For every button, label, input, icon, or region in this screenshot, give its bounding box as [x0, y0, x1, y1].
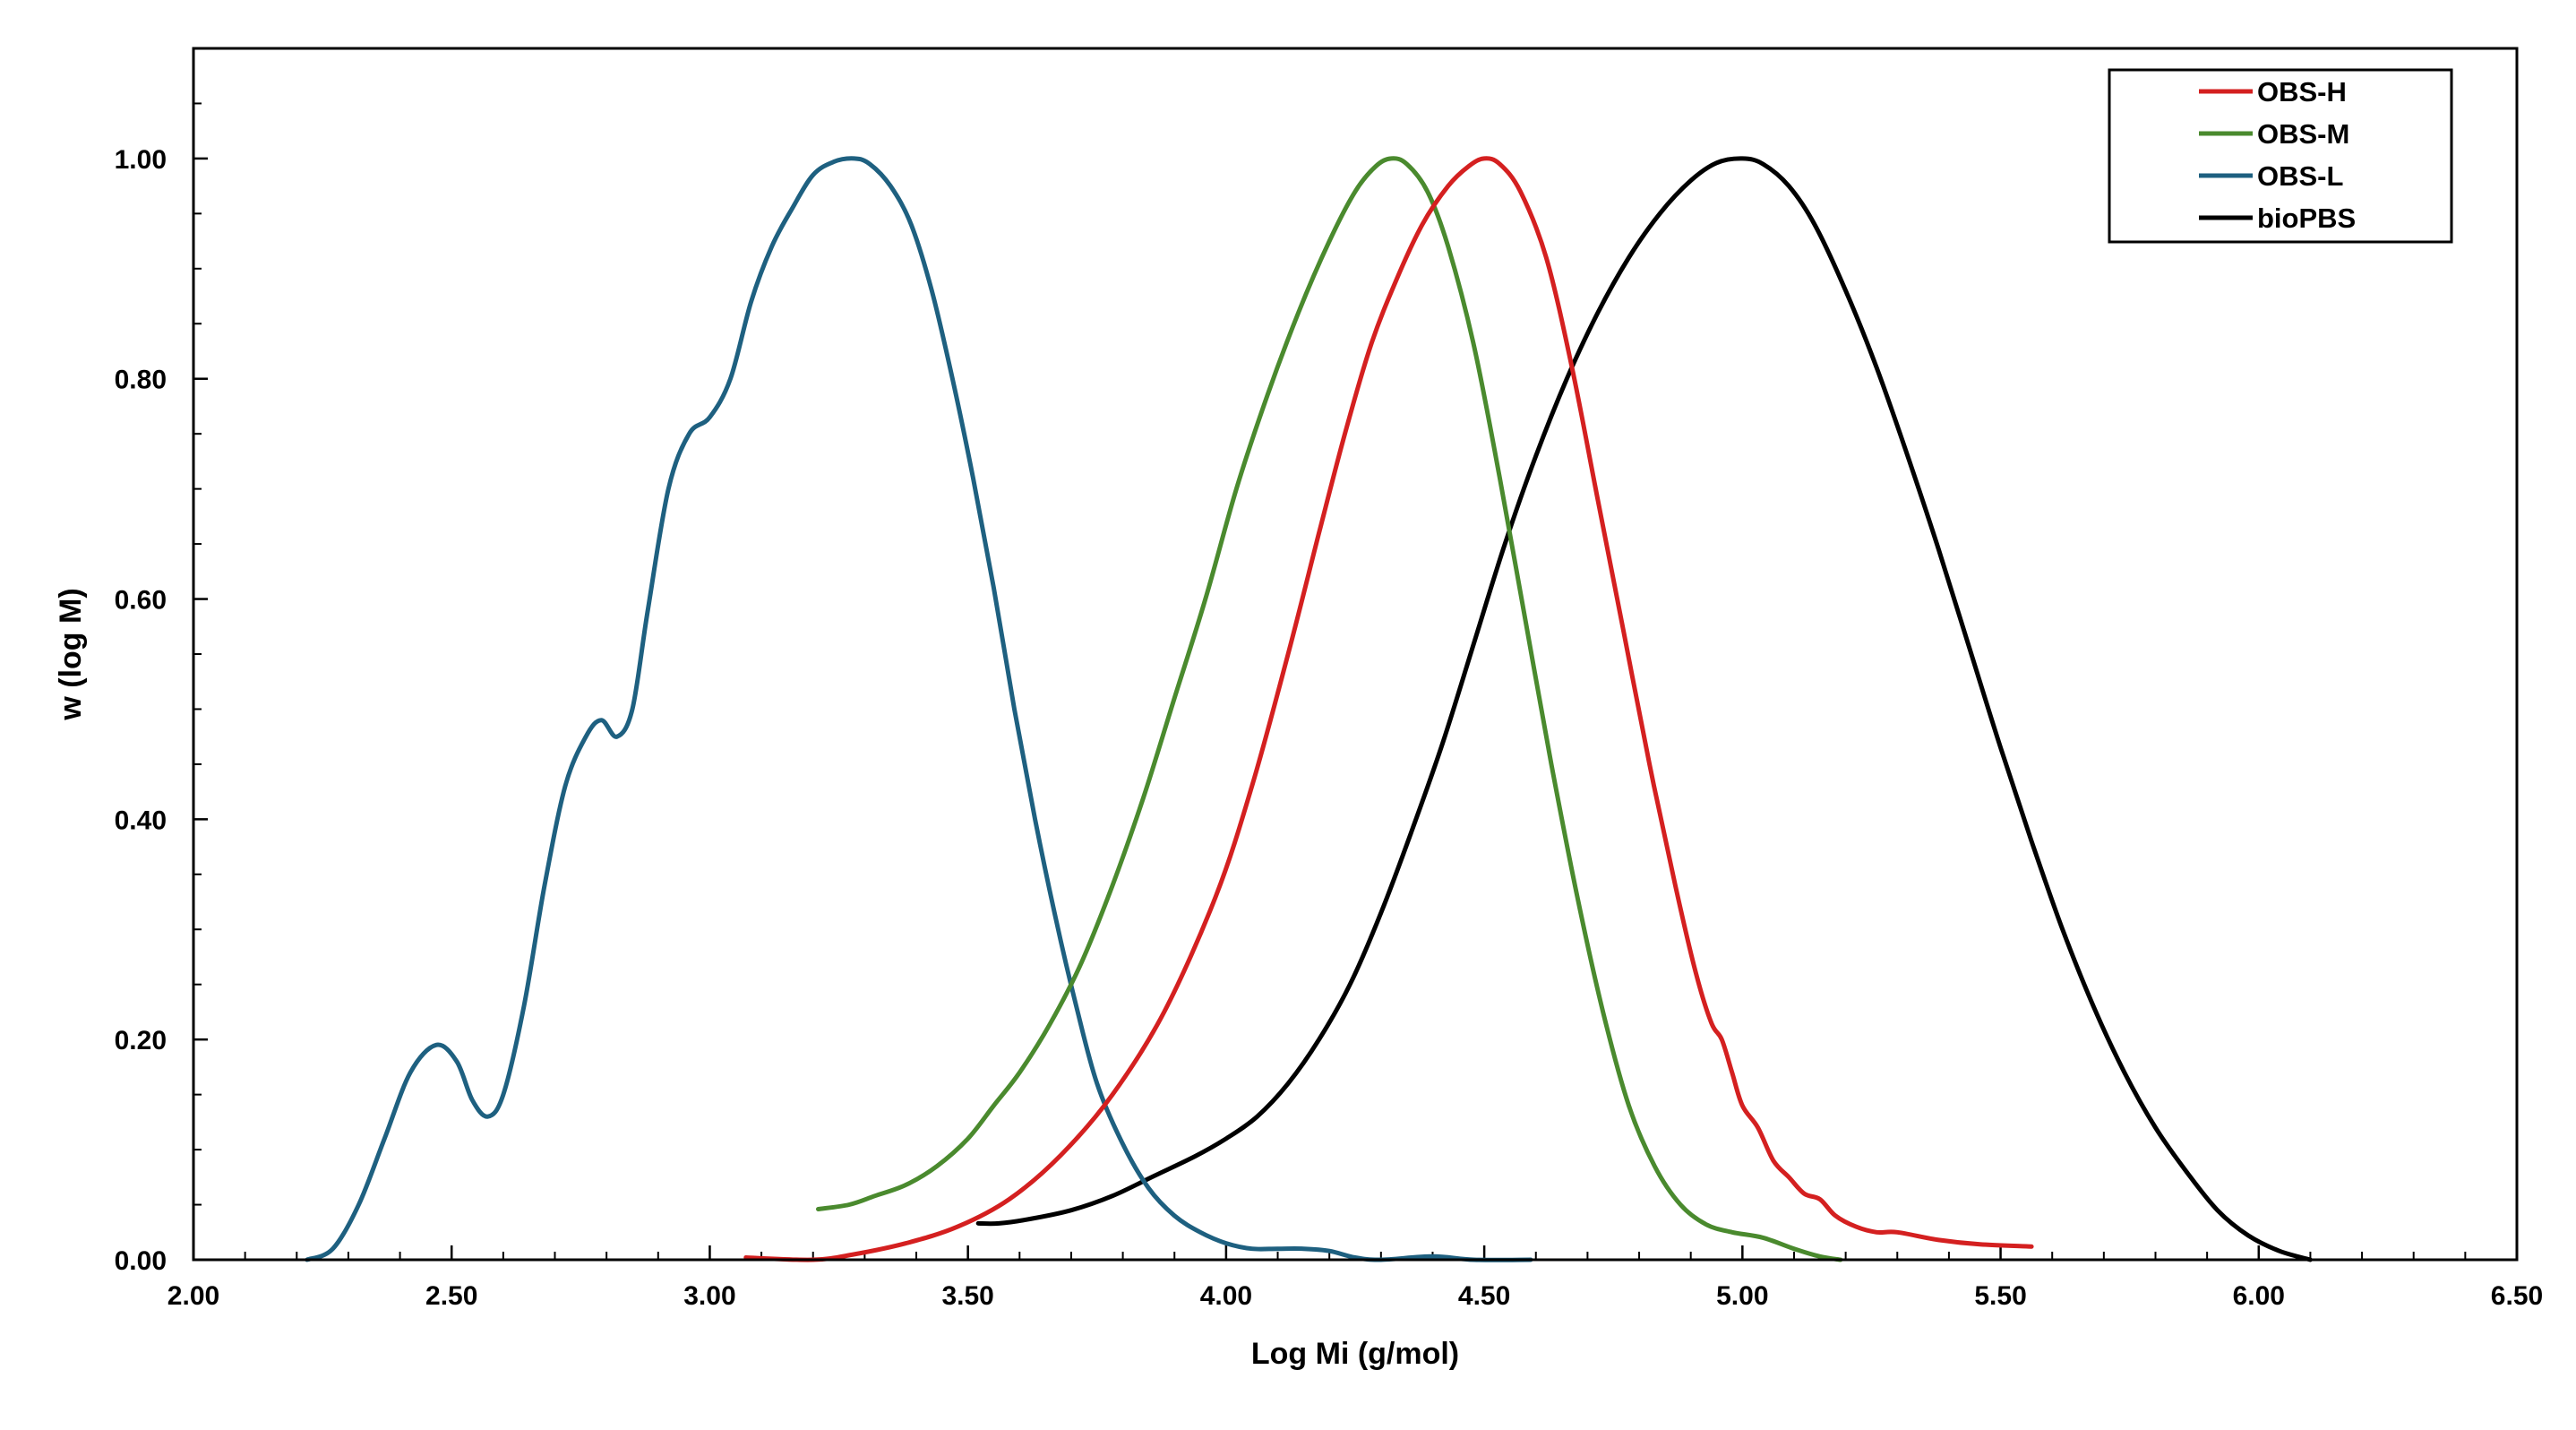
x-tick-label: 2.50: [425, 1281, 477, 1311]
x-tick-label: 6.50: [2491, 1281, 2543, 1311]
legend-label-biopbs: bioPBS: [2257, 202, 2356, 234]
y-tick-label: 0.20: [115, 1026, 167, 1055]
legend-label-obs-h: OBS-H: [2257, 76, 2347, 108]
x-tick-label: 3.50: [941, 1281, 993, 1311]
legend: OBS-H OBS-M OBS-L bioPBS: [2108, 68, 2453, 244]
x-tick-label: 3.00: [683, 1281, 735, 1311]
series-line-obs-l: [305, 156, 1533, 1262]
y-tick-labels: 0.00 0.20 0.40 0.60 0.80 1.00: [115, 145, 167, 1276]
series-lines: [305, 156, 2313, 1262]
y-tick-label: 0.80: [115, 366, 167, 395]
x-tick-label: 5.50: [1974, 1281, 2026, 1311]
x-tick-label: 5.00: [1716, 1281, 1768, 1311]
x-tick-labels: 2.00 2.50 3.00 3.50 4.00 4.50 5.00 5.50 6.00 6.50: [167, 1281, 2543, 1311]
y-tick-label: 1.00: [115, 145, 167, 175]
legend-box: [2108, 68, 2453, 244]
x-tick-label: 4.00: [1200, 1281, 1252, 1311]
series-line-biopbs: [975, 156, 2313, 1262]
x-axis-title: Log Mi (g/mol): [1251, 1337, 1459, 1371]
series-line-obs-h: [743, 156, 2034, 1262]
x-tick-label: 4.50: [1458, 1281, 1510, 1311]
y-tick-label: 0.60: [115, 586, 167, 616]
x-tick-label: 2.00: [167, 1281, 219, 1311]
y-tick-label: 0.40: [115, 805, 167, 835]
x-tick-label: 6.00: [2233, 1281, 2285, 1311]
y-tick-label: 0.00: [115, 1246, 167, 1276]
series-line-obs-m: [816, 156, 1843, 1262]
legend-label-obs-m: OBS-M: [2257, 118, 2349, 150]
y-axis-title: w (log M): [54, 588, 88, 720]
plot-area-frame: [192, 47, 2519, 1262]
legend-label-obs-l: OBS-L: [2257, 160, 2343, 192]
